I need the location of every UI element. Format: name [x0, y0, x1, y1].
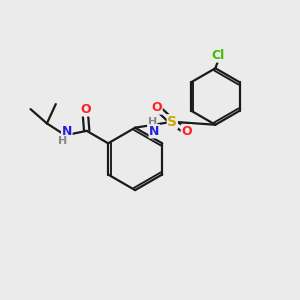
Text: S: S — [167, 115, 177, 129]
Text: O: O — [152, 101, 162, 114]
Text: H: H — [148, 117, 157, 127]
Text: O: O — [80, 103, 91, 116]
Text: N: N — [149, 125, 160, 138]
Text: N: N — [61, 125, 72, 138]
Text: H: H — [58, 136, 67, 146]
Text: O: O — [181, 125, 192, 138]
Text: Cl: Cl — [212, 49, 225, 62]
